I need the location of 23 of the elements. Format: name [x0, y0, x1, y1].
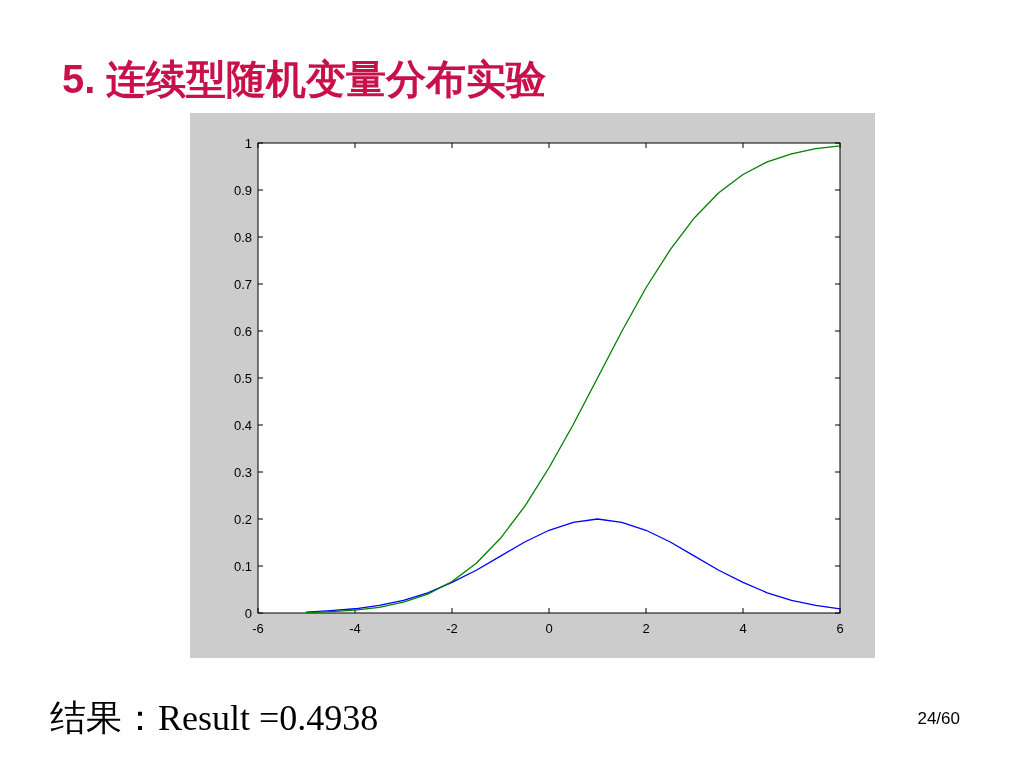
y-tick-label: 0.6 — [233, 323, 252, 339]
text: 24/60 — [917, 709, 960, 728]
y-tick-label: 0.3 — [233, 464, 252, 480]
x-tick-label: -6 — [252, 621, 264, 636]
x-tick-label: 2 — [642, 621, 650, 636]
x-tick-label: 0 — [545, 621, 553, 636]
y-tick-label: 0.4 — [233, 417, 252, 433]
line-series — [305, 145, 841, 614]
y-tick-label: 0.1 — [233, 558, 252, 574]
text: 结果：Result =0.4938 — [50, 698, 379, 738]
x-tick-label: 4 — [739, 621, 747, 636]
y-tick-label: 0.5 — [233, 370, 252, 386]
y-tick-label: 0.8 — [233, 229, 252, 245]
y-tick-label: 0.2 — [233, 511, 252, 527]
y-tick-label: 0 — [244, 605, 252, 621]
line-series — [305, 518, 841, 613]
y-tick-label: 0.9 — [233, 182, 252, 198]
x-tick-label: -2 — [446, 621, 458, 636]
y-tick-label: 0.7 — [233, 276, 252, 292]
x-tick-label: 6 — [836, 621, 844, 636]
y-tick-label: 1 — [244, 135, 252, 151]
x-tick-label: -4 — [349, 621, 361, 636]
chart-title: 5. 连续型随机变量分布实验 — [62, 57, 548, 101]
